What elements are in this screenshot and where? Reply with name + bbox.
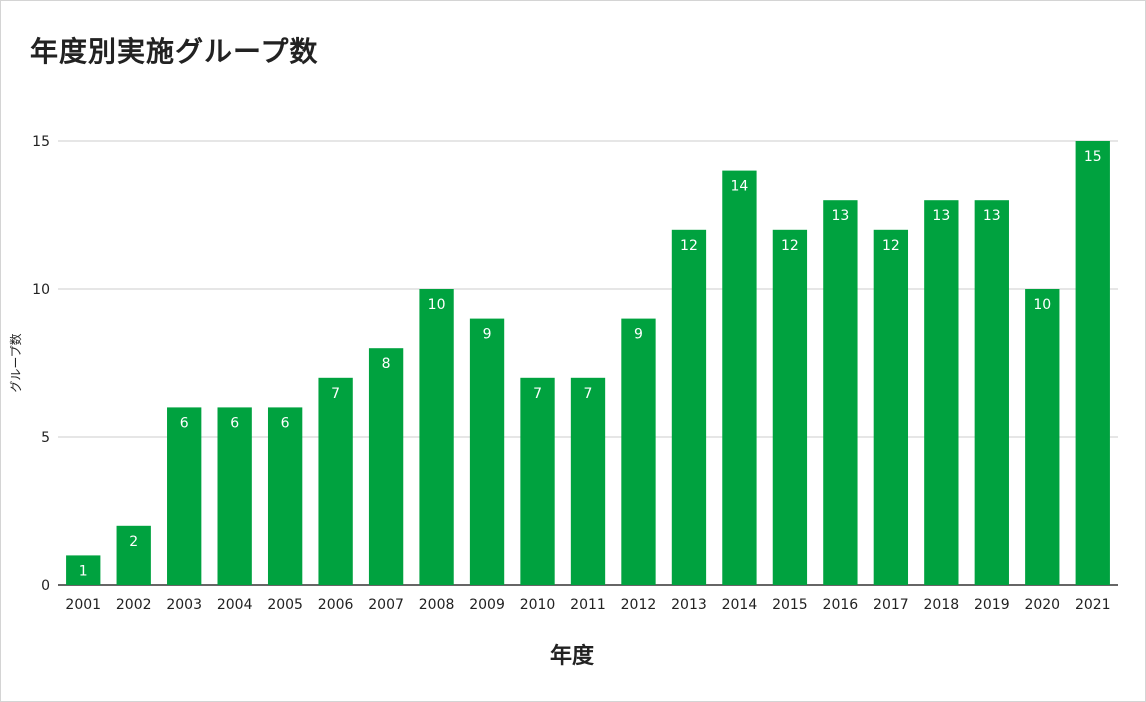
x-tick-label: 2001 <box>65 597 101 613</box>
y-tick-label: 0 <box>41 578 50 594</box>
bar-data-label: 15 <box>1084 149 1102 165</box>
bar-data-label: 10 <box>1033 297 1051 313</box>
bar-data-label: 9 <box>634 327 643 343</box>
bar-data-label: 7 <box>331 386 340 402</box>
bar <box>1025 289 1060 585</box>
bar <box>570 377 606 585</box>
x-tick-label: 2007 <box>368 597 404 613</box>
x-tick-label: 2014 <box>722 597 758 613</box>
bar <box>66 555 101 585</box>
bar <box>924 200 959 585</box>
chart-title: 年度別実施グループ数 <box>30 35 319 68</box>
y-axis-label: グループ数 <box>8 333 23 392</box>
bar <box>823 200 858 585</box>
x-tick-label: 2019 <box>974 597 1010 613</box>
x-tick-label: 2013 <box>671 597 707 613</box>
bar-data-label: 10 <box>428 297 446 313</box>
bar-data-label: 6 <box>230 415 239 431</box>
bar-data-label: 12 <box>781 238 799 254</box>
y-tick-label: 15 <box>32 134 50 150</box>
x-tick-label: 2016 <box>823 597 859 613</box>
bar-data-label: 13 <box>831 208 849 224</box>
x-tick-label: 2002 <box>116 597 152 613</box>
bar <box>722 170 757 585</box>
bar <box>217 407 252 585</box>
bar-data-label: 14 <box>731 179 749 195</box>
x-tick-label: 2003 <box>166 597 202 613</box>
x-tick-label: 2020 <box>1024 597 1060 613</box>
bar <box>671 229 707 586</box>
x-tick-label: 2015 <box>772 597 808 613</box>
x-tick-label: 2018 <box>924 597 960 613</box>
bar-data-label: 7 <box>533 386 542 402</box>
bar <box>772 229 808 586</box>
x-tick-label: 2009 <box>469 597 505 613</box>
bar <box>368 348 404 585</box>
bar-data-label: 6 <box>180 415 189 431</box>
bar <box>621 318 656 585</box>
bar-data-label: 1 <box>79 563 88 579</box>
x-tick-label: 2006 <box>318 597 354 613</box>
x-tick-label: 2004 <box>217 597 253 613</box>
bar <box>974 200 1009 585</box>
bar <box>469 318 505 585</box>
bar-data-label: 12 <box>680 238 698 254</box>
y-tick-label: 5 <box>41 430 50 446</box>
bar <box>1075 141 1110 585</box>
bar-data-label: 6 <box>281 415 290 431</box>
bar-data-label: 7 <box>584 386 593 402</box>
bar <box>873 229 909 586</box>
bar <box>520 377 555 585</box>
bar-data-label: 13 <box>983 208 1001 224</box>
y-tick-label: 10 <box>32 282 50 298</box>
x-tick-label: 2017 <box>873 597 909 613</box>
bar-data-label: 9 <box>483 327 492 343</box>
bar <box>419 289 454 585</box>
x-tick-label: 2021 <box>1075 597 1111 613</box>
y-axis-ticks: 0 5 10 15 <box>32 134 50 594</box>
x-tick-label: 2012 <box>621 597 657 613</box>
bar-data-label: 8 <box>382 356 391 372</box>
bar-data-label: 2 <box>129 534 138 550</box>
bar-data-label: 12 <box>882 238 900 254</box>
x-axis-ticks: 2001 2002 2003 2004 2005 2006 2007 2008 2009 2010… <box>65 597 1110 613</box>
x-tick-label: 2010 <box>520 597 556 613</box>
bar <box>116 525 151 585</box>
bar <box>167 407 202 585</box>
x-tick-label: 2005 <box>267 597 303 613</box>
bar-data-label: 13 <box>932 208 950 224</box>
x-tick-label: 2008 <box>419 597 455 613</box>
bar <box>267 407 303 585</box>
bar <box>318 377 353 585</box>
x-axis-label: 年度 <box>550 643 595 669</box>
x-tick-label: 2011 <box>570 597 606 613</box>
